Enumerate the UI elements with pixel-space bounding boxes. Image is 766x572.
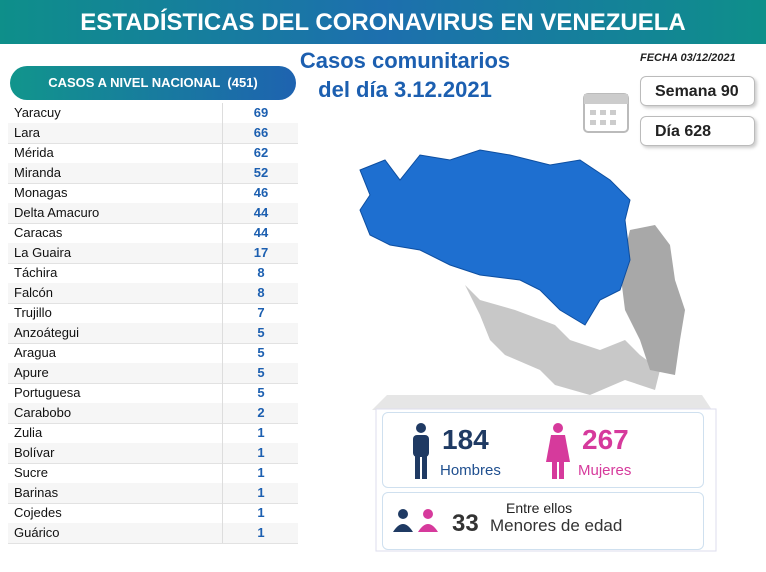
state: Miranda bbox=[14, 165, 61, 180]
state: Trujillo bbox=[14, 305, 52, 320]
minors-label: Menores de edad bbox=[490, 516, 623, 535]
date: FECHA 03/12/2021 bbox=[640, 52, 736, 64]
cases: 66 bbox=[222, 123, 299, 143]
state: Sucre bbox=[14, 465, 48, 480]
state: Aragua bbox=[14, 345, 56, 360]
state: Carabobo bbox=[14, 405, 72, 420]
cases: 5 bbox=[222, 383, 299, 403]
state: Yaracuy bbox=[14, 105, 61, 120]
subtitle-line: Casos comunitarios bbox=[299, 48, 511, 73]
table-title: CASOS A NIVEL NACIONAL bbox=[48, 75, 221, 90]
table-row: Falcón 8 bbox=[8, 283, 298, 304]
state: Cojedes bbox=[14, 505, 62, 520]
table-row: Guárico 1 bbox=[8, 523, 298, 544]
table-row: Barinas 1 bbox=[8, 483, 298, 504]
cases: 44 bbox=[222, 223, 299, 243]
state: La Guaira bbox=[14, 245, 72, 260]
state: Monagas bbox=[14, 185, 68, 200]
gender-box bbox=[382, 412, 704, 488]
table-row: Mérida 62 bbox=[8, 143, 298, 164]
state: Portuguesa bbox=[14, 385, 81, 400]
cases: 52 bbox=[222, 163, 299, 183]
table-row: Monagas 46 bbox=[8, 183, 298, 204]
table-row: Anzoátegui 5 bbox=[8, 323, 298, 344]
cases: 69 bbox=[222, 103, 299, 123]
cases: 8 bbox=[222, 263, 299, 283]
subtitle: Casos comunitarios del día 3.12.2021 bbox=[290, 46, 520, 104]
state: Guárico bbox=[14, 525, 60, 540]
cases: 1 bbox=[222, 503, 299, 523]
state: Caracas bbox=[14, 225, 63, 240]
table-row: Cojedes 1 bbox=[8, 503, 298, 524]
cases: 1 bbox=[222, 463, 299, 483]
cases: 1 bbox=[222, 523, 299, 543]
state: Anzoátegui bbox=[14, 325, 80, 340]
subtitle-line: del día 3.12.2021 bbox=[318, 77, 492, 102]
table-row: Yaracuy 69 bbox=[8, 103, 298, 124]
among: Entre ellos bbox=[506, 500, 573, 516]
title: ESTADÍSTICAS DEL CORONAVIRUS EN VENEZUEL… bbox=[80, 9, 686, 36]
minors-icon bbox=[393, 509, 438, 532]
cases: 8 bbox=[222, 283, 299, 303]
table-row: Sucre 1 bbox=[8, 463, 298, 484]
cases: 44 bbox=[222, 203, 299, 223]
table-row: Bolívar 1 bbox=[8, 443, 298, 464]
table-row: La Guaira 17 bbox=[8, 243, 298, 264]
man-icon bbox=[413, 423, 429, 479]
cases: 7 bbox=[222, 303, 299, 323]
cases: 1 bbox=[222, 483, 299, 503]
cases: 5 bbox=[222, 323, 299, 343]
table-row: Aragua 5 bbox=[8, 343, 298, 364]
table-row: Portuguesa 5 bbox=[8, 383, 298, 404]
state: Táchira bbox=[14, 265, 58, 280]
cases: 46 bbox=[222, 183, 299, 203]
cases: 62 bbox=[222, 143, 299, 163]
week: Semana 90 bbox=[640, 76, 755, 106]
woman-icon bbox=[546, 423, 570, 479]
table-row: Zulia 1 bbox=[8, 423, 298, 444]
table-total: (451) bbox=[227, 75, 258, 90]
table-row: Miranda 52 bbox=[8, 163, 298, 184]
minors-box bbox=[382, 492, 704, 550]
minors-count: 33 bbox=[452, 510, 479, 537]
state: Zulia bbox=[14, 425, 43, 440]
state: Falcón bbox=[14, 285, 54, 300]
table-row: Apure 5 bbox=[8, 363, 298, 384]
men-count: 184 bbox=[442, 424, 489, 455]
calendar-icon bbox=[583, 93, 629, 133]
cases: 1 bbox=[222, 423, 299, 443]
state: Bolívar bbox=[14, 445, 55, 460]
table-row: Caracas 44 bbox=[8, 223, 298, 244]
table-row: Carabobo 2 bbox=[8, 403, 298, 424]
state: Delta Amacuro bbox=[14, 205, 100, 220]
state: Barinas bbox=[14, 485, 59, 500]
map bbox=[359, 149, 685, 395]
men-label: Hombres bbox=[440, 462, 501, 479]
cases: 5 bbox=[222, 363, 299, 383]
cases: 1 bbox=[222, 443, 299, 463]
cases: 5 bbox=[222, 343, 299, 363]
state: Mérida bbox=[14, 145, 54, 160]
women-label: Mujeres bbox=[578, 462, 632, 479]
women-count: 267 bbox=[582, 424, 629, 455]
day: Día 628 bbox=[640, 116, 755, 146]
table-row: Trujillo 7 bbox=[8, 303, 298, 324]
cases: 17 bbox=[222, 243, 299, 263]
table-row: Lara 66 bbox=[8, 123, 298, 144]
state: Lara bbox=[14, 125, 41, 140]
table-header: CASOS A NIVEL NACIONAL (451) bbox=[10, 66, 296, 100]
state: Apure bbox=[14, 365, 49, 380]
table-row: Delta Amacuro 44 bbox=[8, 203, 298, 224]
banner: ESTADÍSTICAS DEL CORONAVIRUS EN VENEZUEL… bbox=[0, 0, 766, 44]
cases: 2 bbox=[222, 403, 299, 423]
table-row: Táchira 8 bbox=[8, 263, 298, 284]
